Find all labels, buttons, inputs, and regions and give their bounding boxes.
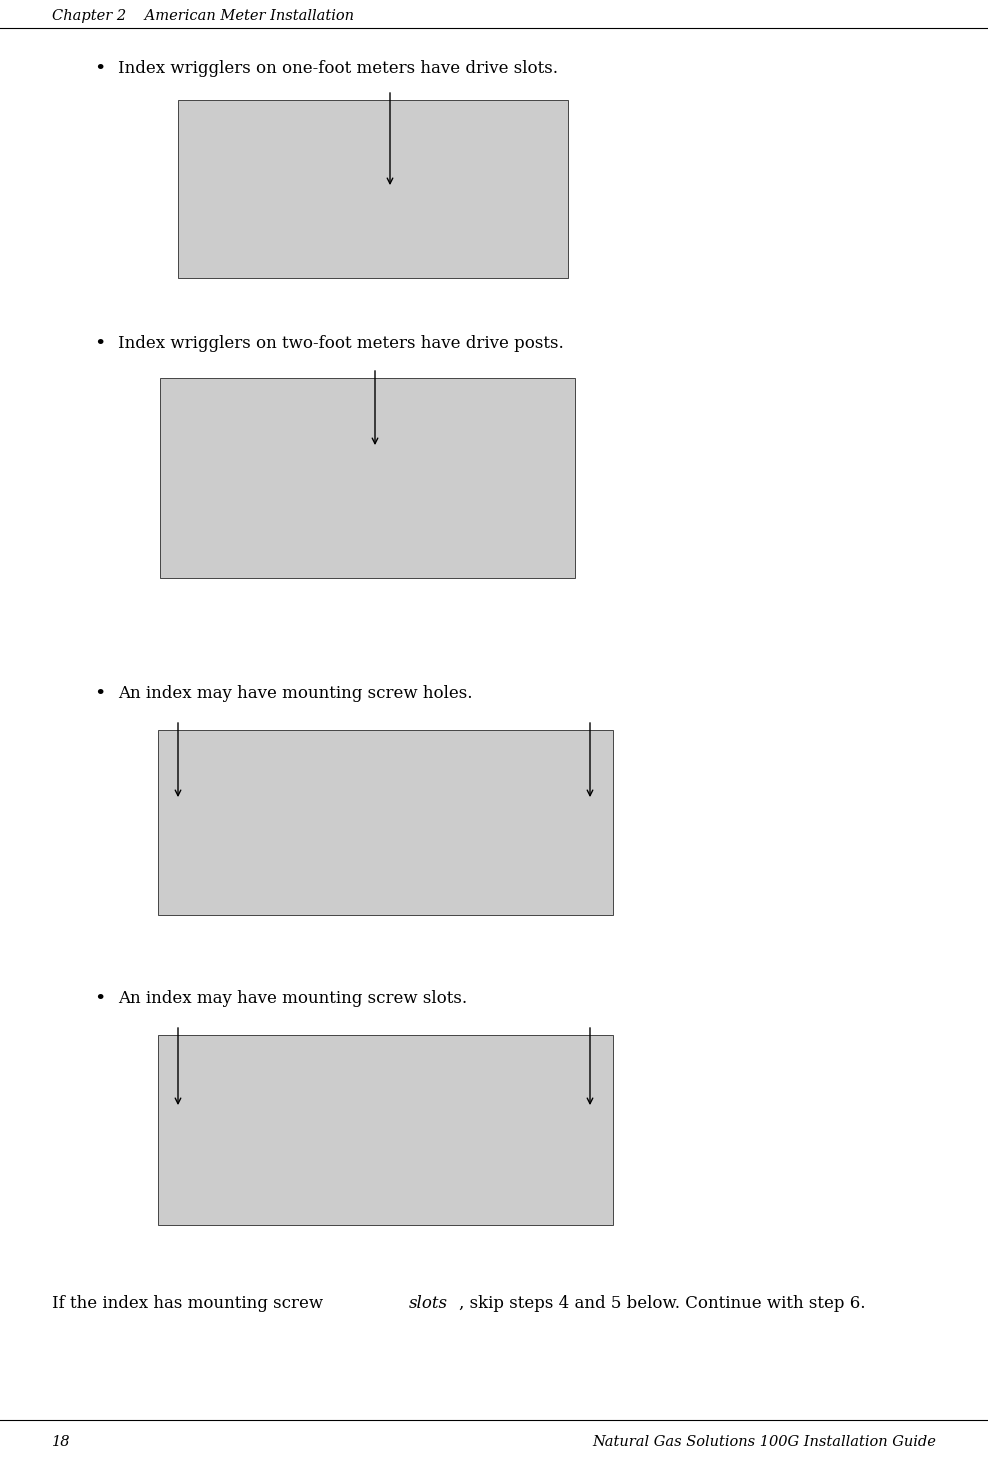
Text: If the index has mounting screw: If the index has mounting screw bbox=[52, 1295, 328, 1313]
Text: •: • bbox=[94, 685, 106, 704]
Text: •: • bbox=[94, 60, 106, 77]
Text: slots: slots bbox=[409, 1295, 448, 1313]
Text: Chapter 2    American Meter Installation: Chapter 2 American Meter Installation bbox=[52, 9, 354, 23]
Text: Index wrigglers on two-foot meters have drive posts.: Index wrigglers on two-foot meters have … bbox=[118, 334, 564, 352]
Text: Index wrigglers on one-foot meters have drive slots.: Index wrigglers on one-foot meters have … bbox=[118, 60, 558, 77]
Bar bbox=[178, 99, 568, 277]
Bar bbox=[158, 1035, 613, 1225]
Text: If the index has mounting screw             , skip steps 4 and 5 below. Continue: If the index has mounting screw , skip s… bbox=[52, 1295, 776, 1313]
Text: 18: 18 bbox=[52, 1435, 70, 1448]
Text: •: • bbox=[94, 334, 106, 353]
Text: •: • bbox=[94, 990, 106, 1007]
Text: An index may have mounting screw holes.: An index may have mounting screw holes. bbox=[118, 685, 472, 702]
Text: An index may have mounting screw slots.: An index may have mounting screw slots. bbox=[118, 990, 467, 1007]
Bar bbox=[158, 730, 613, 915]
Text: , skip steps 4 and 5 below. Continue with step 6.: , skip steps 4 and 5 below. Continue wit… bbox=[459, 1295, 865, 1313]
Bar bbox=[160, 378, 575, 578]
Text: Natural Gas Solutions 100G Installation Guide: Natural Gas Solutions 100G Installation … bbox=[592, 1435, 936, 1448]
